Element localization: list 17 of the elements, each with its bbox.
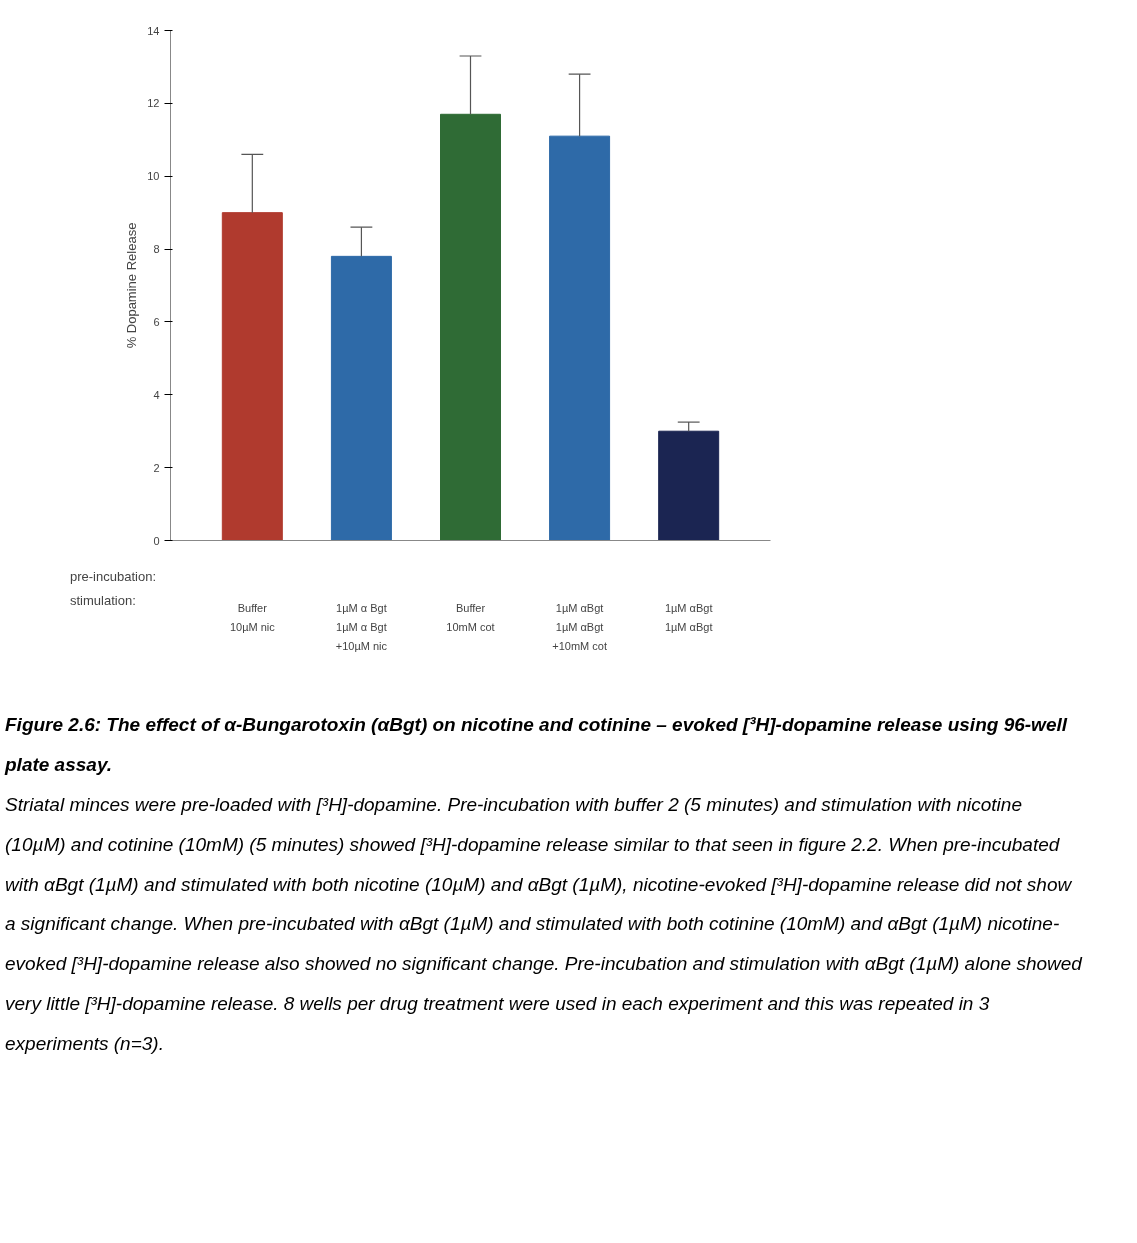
- y-tick-label: 0: [153, 534, 160, 547]
- x-tick-label: 1µM αBgt 1µM αBgt: [664, 601, 713, 633]
- y-tick-label: 4: [153, 388, 160, 401]
- x-tick-label: 1µM α Bgt 1µM α Bgt +10µM nic: [335, 601, 388, 652]
- text: Striatal minces were pre-loaded with [³H]-dopamine. Pre-incubation with buffer 2 (5 minutes) and stimulation with nicotine (10µM) and cotinine (10mM) (5 minutes) showed [³H]-dopamine release similar to that seen in figure 2.2. When pre-incubated with αBgt (1µM) and stimulated with both nicotine (10µM) and αBgt (1µM), nicotine-evoked [³H]-dopamine release did not show a significant change. When pre-incubated with αBgt (1µM) and stimulated with both cotinine (10mM) and αBgt (1µM) nicotine-evoked [³H]-dopamine release also showed no significant change. Pre-incubation and stimulation with αBgt (1µM) alone showed very little [³H]-dopamine release. 8 wells per drug treatment were used in each experiment and this was repeated in 3 experiments (n=3).: [5, 792, 1084, 1057]
- y-tick-label: 14: [147, 24, 160, 37]
- y-tick-label: 6: [153, 315, 160, 328]
- y-axis-title: % Dopamine Release: [124, 222, 140, 349]
- x-tick-label: 1µM αBgt 1µM αBgt +10mM cot: [552, 601, 607, 652]
- y-tick-label: 10: [147, 170, 160, 183]
- x-tick-label: Buffer 10µM nic: [229, 601, 276, 633]
- y-tick-label: 12: [147, 97, 160, 110]
- text: pre-incubation: stimulation:: [70, 568, 156, 611]
- y-tick-label: 8: [153, 243, 160, 256]
- y-tick-label: 2: [153, 461, 160, 474]
- x-tick-label: Buffer 10mM cot: [446, 601, 495, 633]
- text: Figure 2.6: The effect of α-Bungarotoxin (αBgt) on nicotine and cotinine – evoked [³H]-dopamine release using 96-well plate assay.: [5, 713, 1069, 777]
